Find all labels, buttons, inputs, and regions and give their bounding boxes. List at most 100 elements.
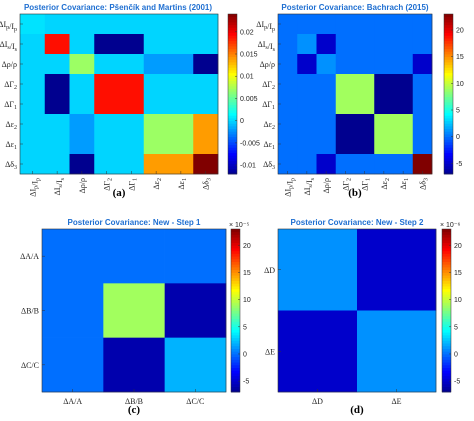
heatmap-cell xyxy=(335,14,356,35)
colorbar-segment xyxy=(231,372,240,377)
colorbar-segment xyxy=(231,324,240,328)
heatmap-cell xyxy=(20,134,46,155)
heatmap-cell xyxy=(94,114,120,135)
heatmap-cell xyxy=(355,14,375,35)
y-tick-label: ΔΓ1 xyxy=(4,100,17,111)
colorbar-segment xyxy=(231,348,240,352)
panel-caption: (d) xyxy=(350,404,364,416)
colorbar-segment xyxy=(444,38,453,42)
heatmap-cell xyxy=(164,229,227,284)
colorbar-tick-label: 20 xyxy=(456,28,464,35)
colorbar-segment xyxy=(228,70,237,74)
colorbar-segment xyxy=(231,248,240,252)
colorbar-segment xyxy=(228,123,237,127)
colorbar-tick-label: 10 xyxy=(243,297,251,304)
y-tick-label: Δε2 xyxy=(263,120,275,131)
heatmap-cell xyxy=(297,14,317,35)
colorbar-segment xyxy=(444,163,453,167)
colorbar-segment xyxy=(231,239,240,243)
x-tick-label: ΔE xyxy=(391,397,401,406)
colorbar-segment xyxy=(442,345,451,349)
colorbar-segment xyxy=(442,321,451,325)
colorbar-segment xyxy=(231,245,240,249)
heatmap-cell xyxy=(69,94,95,115)
heatmap-cell xyxy=(20,54,46,75)
colorbar-segment xyxy=(231,364,240,368)
heatmap-cell xyxy=(297,154,317,175)
colorbar-segment xyxy=(442,310,451,314)
colorbar-segment xyxy=(442,372,451,377)
colorbar-segment xyxy=(442,269,451,273)
x-tick-label: ΔIs/Is xyxy=(53,177,66,195)
colorbar-segment xyxy=(228,91,237,95)
colorbar-segment xyxy=(442,313,451,317)
colorbar-segment xyxy=(442,305,451,309)
colorbar-tick-label: -0.01 xyxy=(240,163,256,170)
heatmap-cell xyxy=(143,134,169,155)
colorbar-segment xyxy=(444,40,453,44)
heatmap-cell xyxy=(119,154,145,175)
heatmap-cell xyxy=(193,14,219,35)
colorbar-segment xyxy=(442,326,451,330)
colorbar-segment xyxy=(228,43,237,47)
colorbar-segment xyxy=(231,337,240,341)
chart-title: Posterior Covariance: New - Step 1 xyxy=(68,218,201,227)
heatmap-cell xyxy=(94,94,120,115)
colorbar-segment xyxy=(442,237,451,241)
colorbar-segment xyxy=(231,237,240,241)
colorbar-segment xyxy=(228,158,237,162)
colorbar-tick-label: 0.01 xyxy=(240,74,254,81)
heatmap-cell xyxy=(193,74,219,95)
colorbar-segment xyxy=(228,166,237,170)
y-tick-label: ΔIp/Ip xyxy=(0,20,17,33)
colorbar-segment xyxy=(228,139,237,143)
y-tick-label: ΔIs/Is xyxy=(0,40,18,53)
colorbar-segment xyxy=(228,144,237,148)
x-tick-label: ΔΓ1 xyxy=(361,178,372,191)
heatmap-cell xyxy=(316,74,337,95)
y-tick-label: Δε1 xyxy=(5,140,17,151)
colorbar-segment xyxy=(442,389,451,393)
heatmap-cell xyxy=(44,54,70,75)
heatmap-cell xyxy=(393,134,414,155)
y-tick-label: Δρ/ρ xyxy=(260,60,275,69)
colorbar-segment xyxy=(231,381,240,385)
heatmap-cell xyxy=(357,310,437,393)
colorbar-segment xyxy=(231,356,240,360)
x-tick-label: ΔIp/Ip xyxy=(284,178,297,197)
heatmap-cell xyxy=(335,154,356,175)
heatmap-cell xyxy=(94,34,120,55)
x-tick-label: ΔC/C xyxy=(186,397,204,406)
heatmap-cell xyxy=(168,14,194,35)
x-tick-label: Δδ3 xyxy=(202,178,213,190)
colorbar-segment xyxy=(228,99,237,103)
plot-frame xyxy=(277,228,437,393)
colorbar-tick-label: 0.015 xyxy=(240,52,258,59)
heatmap-cell xyxy=(119,74,145,95)
colorbar-segment xyxy=(442,334,451,339)
colorbar-segment xyxy=(228,78,237,82)
colorbar-segment xyxy=(228,102,237,106)
colorbar-segment xyxy=(442,324,451,328)
colorbar-segment xyxy=(444,24,453,28)
x-tick-label: Δρ/ρ xyxy=(322,178,331,193)
colorbar-segment xyxy=(228,96,237,100)
colorbar-segment xyxy=(444,56,453,60)
colorbar-segment xyxy=(231,286,240,290)
colorbar-segment xyxy=(442,288,451,292)
colorbar-segment xyxy=(228,131,237,135)
heatmap-cell xyxy=(193,34,219,55)
heatmap-cell xyxy=(193,114,219,135)
colorbar-segment xyxy=(228,16,237,20)
colorbar-segment xyxy=(231,302,240,306)
colorbar-segment xyxy=(444,166,453,170)
heatmap-cell xyxy=(412,134,433,155)
colorbar-segment xyxy=(228,14,237,18)
heatmap-cell xyxy=(278,134,298,155)
colorbar-tick-label: -5 xyxy=(243,379,249,386)
colorbar-segment xyxy=(442,245,451,249)
heatmap-cell xyxy=(412,14,433,35)
colorbar-segment xyxy=(444,171,453,175)
colorbar-segment xyxy=(231,264,240,268)
y-tick-label: ΔIs/Is xyxy=(258,40,276,53)
